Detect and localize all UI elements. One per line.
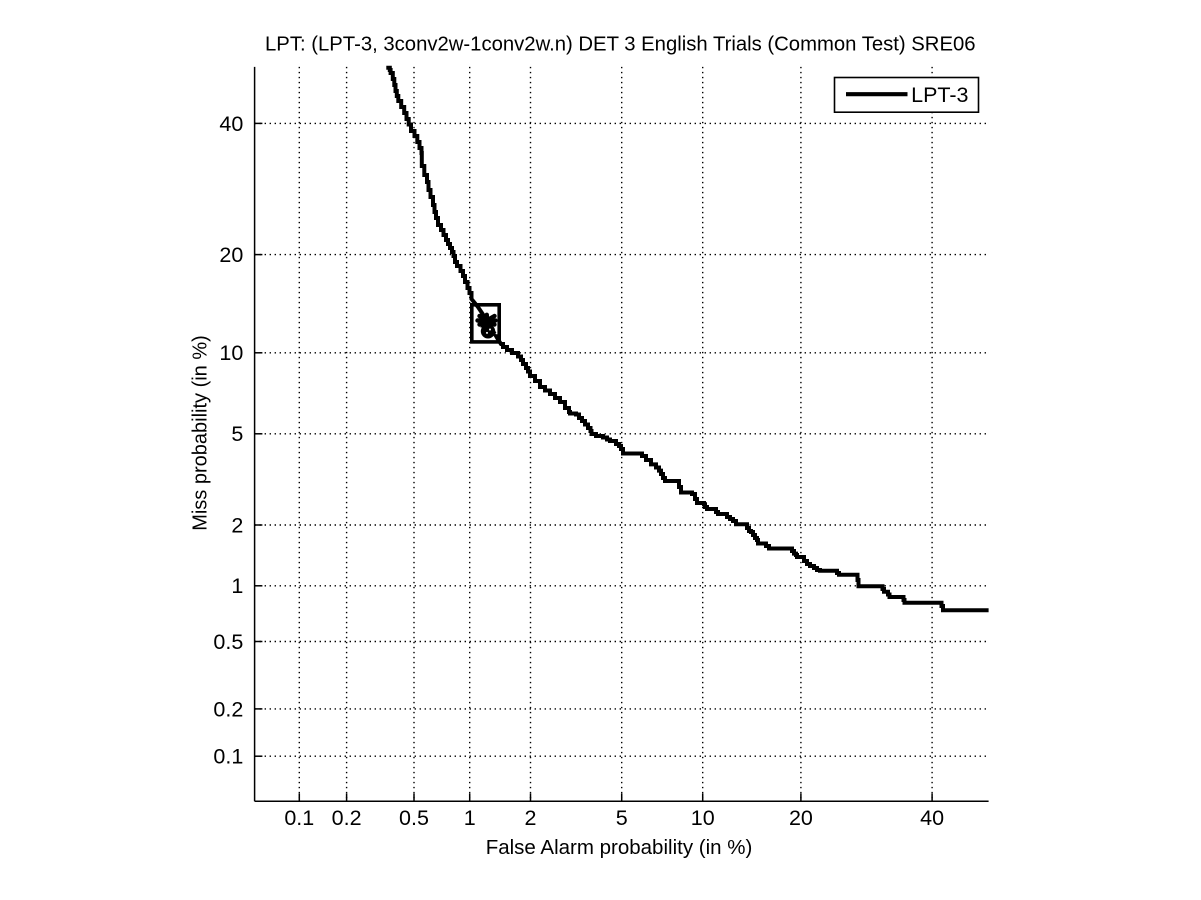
svg-text:40: 40 <box>920 806 944 830</box>
svg-text:5: 5 <box>616 806 628 830</box>
svg-text:0.2: 0.2 <box>213 697 243 721</box>
svg-text:20: 20 <box>789 806 813 830</box>
svg-text:0.5: 0.5 <box>399 806 429 830</box>
svg-text:40: 40 <box>219 112 243 136</box>
svg-text:0.1: 0.1 <box>284 806 314 830</box>
svg-text:LPT: (LPT-3, 3conv2w-1conv2w.n: LPT: (LPT-3, 3conv2w-1conv2w.n) DET 3 En… <box>265 33 976 55</box>
svg-text:10: 10 <box>219 341 243 365</box>
svg-text:LPT-3: LPT-3 <box>911 83 968 107</box>
svg-text:Miss probability (in %): Miss probability (in %) <box>190 335 212 531</box>
svg-text:0.1: 0.1 <box>213 745 243 769</box>
svg-text:10: 10 <box>691 806 715 830</box>
svg-text:0.2: 0.2 <box>332 806 362 830</box>
svg-text:2: 2 <box>231 513 243 537</box>
svg-text:1: 1 <box>464 806 476 830</box>
svg-text:5: 5 <box>231 422 243 446</box>
svg-text:2: 2 <box>525 806 537 830</box>
svg-text:1: 1 <box>231 574 243 598</box>
svg-text:False Alarm probability (in %): False Alarm probability (in %) <box>486 836 753 859</box>
svg-text:20: 20 <box>219 243 243 267</box>
svg-text:0.5: 0.5 <box>213 630 243 654</box>
